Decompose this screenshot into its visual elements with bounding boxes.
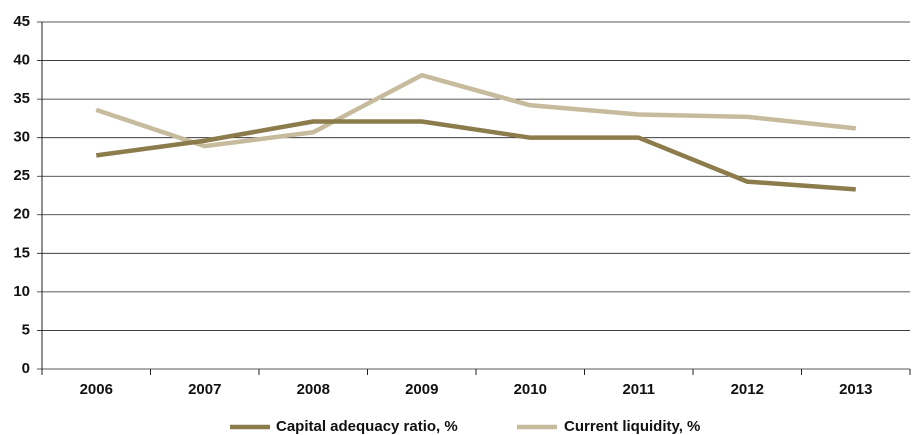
series-line [95, 72, 856, 149]
x-tick-label: 2011 [622, 381, 655, 398]
x-tick-label: 2006 [80, 381, 113, 398]
y-tick-label: 45 [13, 13, 30, 30]
series-line [95, 119, 856, 192]
y-tick-label: 40 [13, 52, 30, 69]
y-tick-label: 5 [22, 321, 30, 338]
y-tick-label: 10 [13, 283, 30, 300]
y-tick-label: 25 [13, 167, 30, 184]
y-tick-label: 15 [13, 244, 30, 261]
x-tick-label: 2012 [731, 381, 764, 398]
y-tick-label: 0 [22, 360, 30, 377]
y-tick-label: 35 [13, 90, 30, 107]
y-tick-label: 30 [13, 129, 30, 146]
x-tick-label: 2009 [405, 381, 438, 398]
legend-label: Capital adequacy ratio, % [276, 418, 458, 435]
legend-label: Current liquidity, % [564, 418, 700, 435]
x-tick-label: 2008 [297, 381, 330, 398]
x-tick-label: 2013 [839, 381, 872, 398]
y-tick-label: 20 [13, 206, 30, 223]
x-tick-label: 2007 [188, 381, 221, 398]
x-tick-label: 2010 [514, 381, 547, 398]
